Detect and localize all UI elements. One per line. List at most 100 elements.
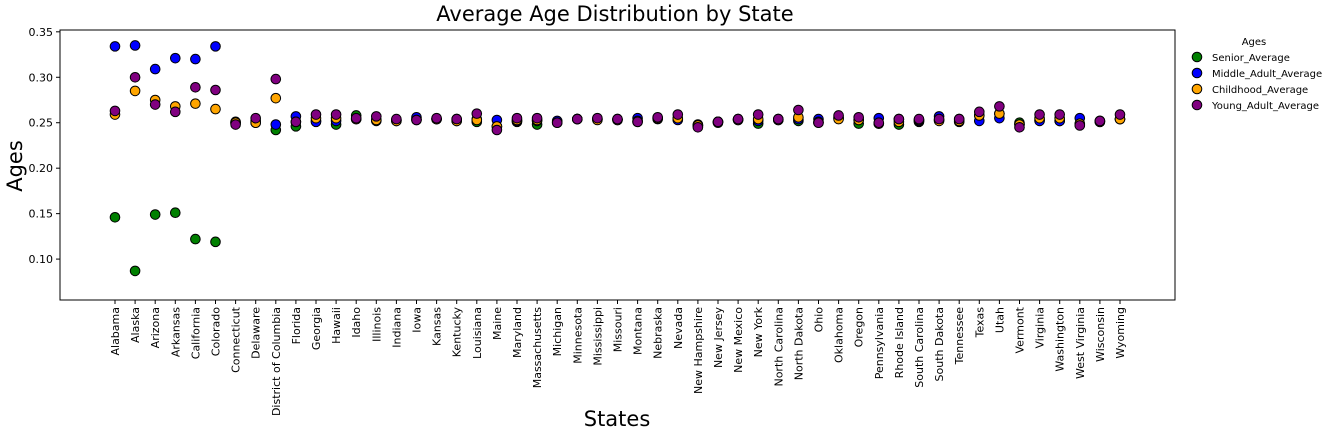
x-tick-label: Minnesota [571, 307, 584, 364]
point-young-adult-average [752, 109, 764, 120]
x-tick-label: New Jersey [712, 307, 725, 369]
y-tick-label: 0.20 [29, 162, 54, 175]
x-tick-label: Georgia [310, 307, 323, 350]
point-young-adult-average [592, 112, 603, 124]
x-tick-label: Maine [491, 307, 504, 340]
x-tick-label: New Hampshire [692, 307, 705, 394]
point-young-adult-average [109, 105, 121, 117]
x-tick-label: Ohio [813, 307, 826, 333]
x-tick-label: Oregon [853, 307, 866, 347]
point-senior-average [210, 236, 221, 248]
x-tick-label: Wisconsin [1094, 307, 1107, 362]
point-young-adult-average [330, 109, 342, 120]
point-young-adult-average [1034, 109, 1045, 120]
point-middle-adult-average [149, 63, 161, 75]
legend-title: Ages [1242, 37, 1267, 48]
x-tick-label: Arkansas [169, 307, 182, 357]
point-young-adult-average [350, 112, 362, 124]
point-young-adult-average [270, 73, 282, 85]
axes-frame [59, 29, 1176, 301]
x-tick-label: Nebraska [652, 307, 665, 359]
point-young-adult-average [431, 112, 442, 124]
point-young-adult-average [833, 110, 844, 121]
x-tick-label: Missouri [612, 307, 625, 352]
point-middle-adult-average [109, 41, 121, 52]
point-young-adult-average [451, 113, 463, 125]
point-young-adult-average [1094, 115, 1106, 127]
point-young-adult-average [953, 113, 965, 125]
y-tick-label: 0.10 [29, 253, 54, 266]
x-tick-label: Hawaii [330, 307, 343, 344]
x-tick-label: Connecticut [230, 306, 243, 373]
point-middle-adult-average [190, 53, 201, 65]
point-young-adult-average [692, 121, 704, 133]
point-young-adult-average [813, 117, 824, 129]
x-tick-label: Utah [993, 307, 1006, 333]
x-tick-label: Washington [1054, 307, 1067, 372]
x-tick-label: Rhode Island [893, 307, 906, 378]
point-senior-average [109, 211, 121, 223]
x-tick-label: Louisiana [471, 307, 484, 359]
x-tick-label: Kentucky [451, 307, 464, 358]
x-tick-label: New Mexico [732, 307, 745, 373]
x-tick-label: Virginia [1034, 307, 1047, 348]
x-tick-label: Colorado [210, 307, 223, 356]
point-young-adult-average [853, 111, 865, 123]
point-young-adult-average [371, 111, 382, 122]
legend-label: Childhood_Average [1212, 85, 1308, 96]
point-young-adult-average [893, 113, 905, 125]
point-young-adult-average [310, 109, 322, 120]
legend: Ages Senior_Average Middle_Adult_Average C… [1191, 37, 1322, 112]
x-tick-label: Vermont [1014, 306, 1027, 353]
x-tick-label: District of Columbia [270, 307, 283, 416]
y-tick-label: 0.15 [29, 208, 54, 221]
x-tick-label: Massachusetts [531, 307, 544, 389]
x-tick-label: Kansas [431, 307, 444, 346]
point-young-adult-average [471, 108, 483, 119]
legend-marker [1191, 83, 1203, 95]
point-young-adult-average [230, 119, 241, 130]
point-young-adult-average [391, 113, 402, 125]
point-young-adult-average [732, 113, 744, 125]
x-tick-label: New York [752, 306, 765, 357]
point-young-adult-average [531, 112, 543, 124]
point-childhood-average [270, 92, 282, 104]
point-senior-average [129, 265, 141, 277]
x-tick-label: Texas [973, 307, 986, 339]
point-young-adult-average [290, 116, 302, 128]
legend-marker [1191, 67, 1203, 79]
point-young-adult-average [1054, 109, 1065, 120]
point-young-adult-average [511, 112, 523, 124]
point-young-adult-average [793, 104, 804, 116]
x-tick-label: Maryland [511, 307, 524, 358]
x-tick-label: Nevada [672, 307, 685, 349]
x-tick-label: North Carolina [772, 307, 785, 387]
y-tick-label: 0.35 [29, 26, 54, 39]
point-young-adult-average [170, 106, 181, 118]
x-tick-label: North Dakota [792, 307, 805, 380]
x-tick-label: Illinois [370, 307, 383, 342]
legend-marker [1191, 99, 1203, 111]
point-middle-adult-average [129, 40, 141, 51]
point-young-adult-average [411, 114, 422, 126]
x-tick-label: Pennsylvania [873, 307, 886, 379]
x-tick-label: Tennessee [953, 307, 966, 366]
point-young-adult-average [612, 113, 623, 125]
point-young-adult-average [129, 71, 141, 83]
point-middle-adult-average [170, 52, 181, 64]
x-tick-label: Michigan [551, 307, 564, 356]
point-middle-adult-average [270, 119, 282, 130]
point-young-adult-average [149, 99, 161, 110]
point-young-adult-average [873, 117, 885, 129]
point-senior-average [149, 209, 161, 220]
x-axis-label: States [584, 407, 651, 431]
x-tick-label: Arizona [149, 307, 162, 348]
point-senior-average [190, 233, 201, 245]
x-tick-label: South Carolina [913, 307, 926, 388]
plot-area: 0.10 0.15 0.20 0.25 0.30 0.35 Alabama Alaska Ari… [29, 26, 1176, 416]
point-young-adult-average [210, 84, 221, 96]
point-young-adult-average [974, 106, 985, 118]
legend-label: Senior_Average [1212, 53, 1290, 64]
point-young-adult-average [712, 116, 724, 128]
